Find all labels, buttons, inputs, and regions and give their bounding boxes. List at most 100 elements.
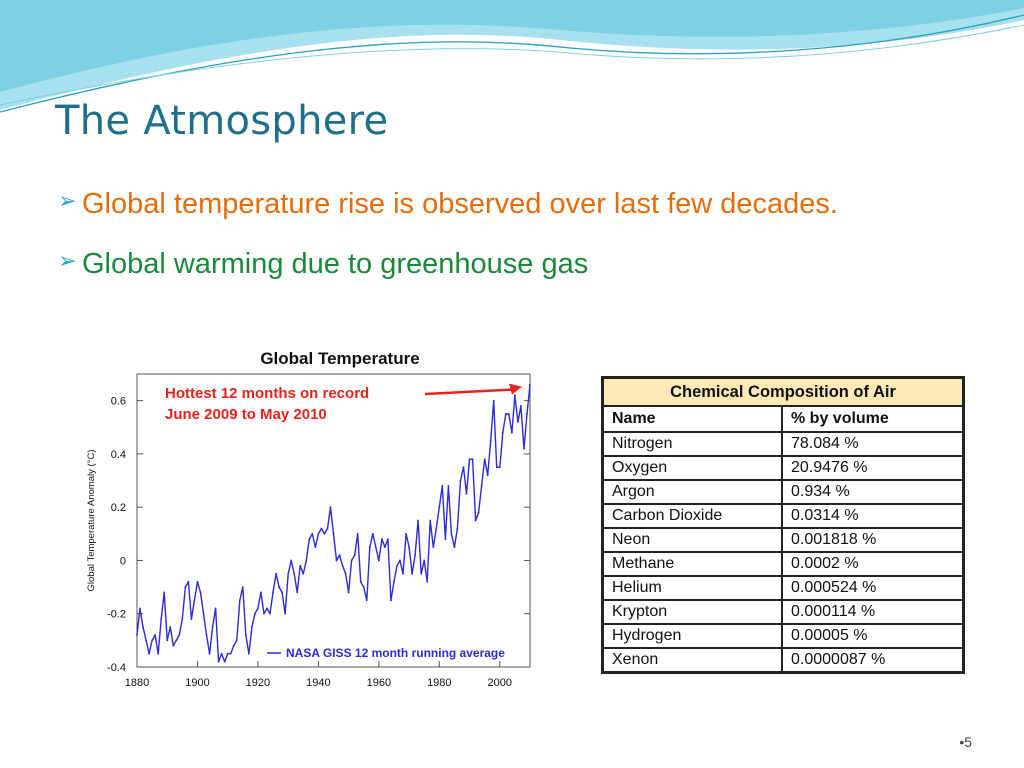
gas-name-cell: Hydrogen — [601, 623, 783, 649]
data-point — [148, 652, 150, 655]
data-point — [193, 599, 196, 602]
gas-percent-cell: 0.000114 % — [781, 599, 965, 625]
gas-name-cell: Oxygen — [601, 455, 783, 481]
data-point — [151, 639, 154, 642]
gas-name-cell: Xenon — [601, 647, 783, 674]
data-point — [477, 511, 480, 514]
data-point — [408, 546, 410, 549]
data-point — [305, 559, 308, 562]
data-point — [459, 479, 462, 482]
data-point — [326, 527, 329, 530]
data-point — [223, 660, 226, 663]
data-point — [417, 519, 420, 522]
data-point — [302, 572, 305, 575]
data-point — [480, 484, 483, 487]
data-point — [214, 607, 217, 610]
data-point — [390, 599, 392, 602]
gas-percent-cell: 0.934 % — [781, 479, 965, 505]
gas-name-cell: Argon — [601, 479, 783, 505]
data-point — [338, 554, 341, 557]
data-point — [136, 634, 138, 636]
bullet-item: ➢ Global warming due to greenhouse gas — [58, 242, 858, 286]
data-point — [456, 527, 459, 530]
gas-percent-cell: 0.000524 % — [781, 575, 965, 601]
data-point — [142, 626, 144, 628]
data-point — [523, 447, 525, 450]
data-point — [272, 591, 274, 594]
data-point — [238, 599, 241, 602]
data-point — [244, 634, 247, 636]
data-point — [257, 607, 259, 610]
data-point — [296, 591, 299, 594]
data-point — [293, 572, 296, 575]
table-row: Methane 0.0002 % — [601, 551, 965, 577]
data-point — [178, 634, 181, 636]
data-point — [254, 612, 256, 615]
data-point — [383, 546, 386, 549]
data-point — [420, 572, 423, 575]
x-tick-label: 1980 — [427, 677, 451, 689]
chart-title: Global Temperature — [260, 349, 419, 368]
data-point — [414, 554, 417, 557]
column-header-percent: % by volume — [781, 405, 965, 433]
data-point — [492, 399, 495, 402]
data-point — [359, 580, 362, 583]
data-point — [190, 618, 193, 620]
data-point — [311, 532, 314, 535]
data-point — [323, 532, 326, 535]
data-point — [184, 586, 187, 588]
data-point — [232, 644, 235, 647]
data-point — [510, 431, 513, 434]
data-point — [308, 538, 311, 541]
data-point — [278, 586, 280, 588]
table-row: Nitrogen 78.084 % — [601, 431, 965, 457]
data-point — [154, 634, 157, 636]
data-point — [399, 559, 401, 562]
data-point — [169, 626, 172, 628]
annotation-text: June 2009 to May 2010 — [165, 406, 327, 423]
table-row: Krypton 0.000114 % — [601, 599, 965, 625]
annotation-text: Hottest 12 months on record — [165, 385, 369, 402]
data-point — [529, 383, 531, 386]
data-point — [405, 532, 407, 535]
gas-percent-cell: 20.9476 % — [781, 455, 965, 481]
page-number: •5 — [959, 734, 972, 750]
y-tick-label: 0 — [120, 555, 126, 567]
data-point — [211, 626, 214, 628]
y-axis-label: Global Temperature Anomaly (°C) — [86, 450, 97, 592]
table-row: Carbon Dioxide 0.0314 % — [601, 503, 965, 529]
data-point — [320, 527, 323, 530]
data-point — [172, 644, 175, 647]
gas-percent-cell: 0.0002 % — [781, 551, 965, 577]
data-point — [526, 413, 528, 415]
gas-name-cell: Carbon Dioxide — [601, 503, 783, 529]
data-point — [160, 618, 163, 620]
data-point — [344, 572, 347, 575]
data-point — [299, 564, 302, 567]
data-point — [411, 572, 413, 575]
temperature-series-line — [136, 384, 531, 663]
table-caption: Chemical Composition of Air — [601, 376, 965, 407]
data-point — [435, 527, 438, 530]
data-point — [196, 580, 199, 583]
bullet-text: Global warming due to greenhouse gas — [82, 248, 589, 280]
data-point — [139, 607, 141, 610]
table-row: Neon 0.001818 % — [601, 527, 965, 553]
table-row: Oxygen 20.9476 % — [601, 455, 965, 481]
bullet-item: ➢ Global temperature rise is observed ov… — [58, 182, 858, 226]
data-point — [474, 519, 477, 522]
x-tick-label: 2000 — [488, 677, 512, 689]
data-point — [396, 564, 398, 567]
data-point — [241, 586, 244, 588]
data-point — [471, 458, 474, 461]
data-point — [495, 466, 498, 469]
table-row: Hydrogen 0.00005 % — [601, 623, 965, 649]
data-point — [181, 618, 184, 620]
data-point — [444, 538, 447, 541]
data-point — [163, 591, 166, 594]
data-point — [465, 492, 468, 495]
data-point — [501, 431, 504, 434]
data-point — [380, 538, 383, 541]
gas-name-cell: Nitrogen — [601, 431, 783, 457]
y-tick-label: 0.2 — [111, 502, 126, 514]
